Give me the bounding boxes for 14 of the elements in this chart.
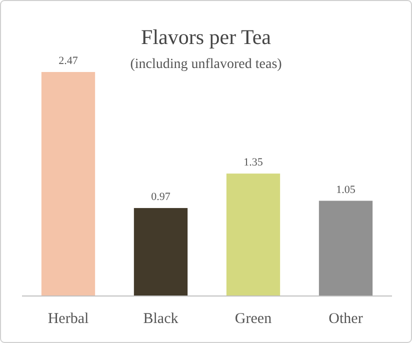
bar bbox=[226, 174, 280, 296]
data-label: 1.05 bbox=[336, 184, 356, 196]
x-tick-label: Black bbox=[143, 311, 179, 327]
data-label: 0.97 bbox=[151, 191, 171, 204]
bar bbox=[41, 72, 96, 296]
x-tick-label: Green bbox=[234, 311, 272, 327]
data-label: 1.35 bbox=[244, 156, 264, 169]
data-label: 2.47 bbox=[58, 55, 78, 67]
chart-subtitle: (including unflavored teas) bbox=[130, 57, 282, 72]
bar bbox=[134, 208, 188, 296]
x-tick-label: Other bbox=[328, 311, 363, 327]
x-tick-label: Herbal bbox=[48, 311, 89, 327]
chart-title: Flavors per Tea bbox=[141, 25, 272, 49]
bar bbox=[318, 200, 373, 296]
